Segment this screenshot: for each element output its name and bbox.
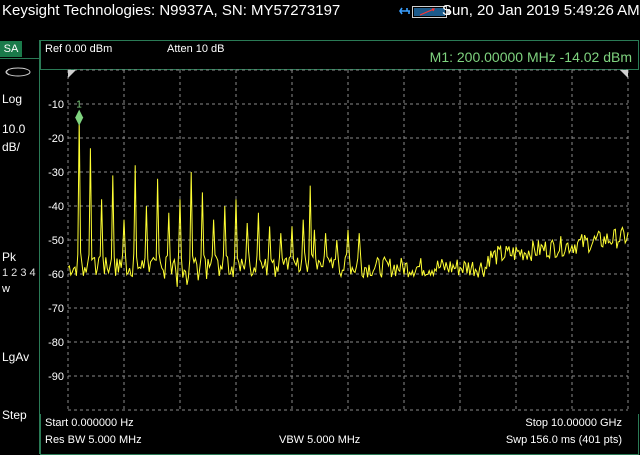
- battery-icon: [412, 6, 450, 18]
- clock: Sun, 20 Jan 2019 5:49:26 AM: [442, 2, 640, 19]
- y-tick-label: -60: [48, 269, 64, 281]
- y-tick-label: -30: [48, 167, 64, 179]
- average-mode: LgAv: [2, 350, 30, 364]
- trace-numbers: 1 2 3 4: [2, 267, 36, 279]
- measurement-header: Ref 0.00 dBm Atten 10 dB M1: 200.00000 M…: [40, 40, 639, 70]
- left-edge-marker-icon: [68, 70, 76, 78]
- marker-1-diamond-icon: [75, 109, 84, 126]
- spectrum-plot[interactable]: -10 -20 -30 -40 -50 -60 -70 -80 -90 1: [40, 68, 637, 414]
- title-bar: Keysight Technologies: N9937A, SN: MY572…: [0, 0, 640, 22]
- attenuation[interactable]: Atten 10 dB: [167, 43, 225, 55]
- right-edge-marker-icon: [620, 70, 628, 78]
- stop-frequency[interactable]: Stop 10.00000 GHz: [525, 417, 622, 429]
- step-label[interactable]: Step: [2, 408, 27, 422]
- spectrum-trace: [67, 117, 629, 287]
- sweep-time[interactable]: Swp 156.0 ms (401 pts): [505, 434, 622, 446]
- marker-readout: M1: 200.00000 MHz -14.02 dBm: [429, 49, 632, 65]
- y-tick-label: -10: [48, 99, 64, 111]
- reference-level[interactable]: Ref 0.00 dBm: [45, 43, 113, 55]
- sweep-indicator-icon: [5, 67, 31, 77]
- left-sidebar: SA Log 10.0 dB/ Pk 1 2 3 4 w LgAv Step: [0, 40, 39, 454]
- scale-unit: dB/: [2, 140, 21, 154]
- y-tick-label: -20: [48, 133, 64, 145]
- scale-type: Log: [2, 92, 23, 106]
- mode-tab-sa[interactable]: SA: [0, 41, 22, 57]
- y-tick-label: -70: [48, 303, 64, 315]
- y-tick-label: -90: [48, 371, 64, 383]
- measurement-footer: Start 0.000000 Hz Stop 10.00000 GHz Res …: [40, 414, 639, 455]
- sidebar-divider: [0, 58, 39, 59]
- instrument-title: Keysight Technologies: N9937A, SN: MY572…: [2, 2, 341, 19]
- marker-1-label: 1: [76, 100, 82, 111]
- y-tick-label: -50: [48, 235, 64, 247]
- scale-value: 10.0: [2, 122, 26, 136]
- trace-state: w: [2, 283, 10, 295]
- sidebar-border: [39, 40, 40, 454]
- video-bandwidth[interactable]: VBW 5.000 MHz: [279, 434, 361, 446]
- detector-mode: Pk: [2, 250, 17, 264]
- usb-icon: [399, 7, 410, 15]
- y-tick-label: -40: [48, 201, 64, 213]
- resolution-bandwidth[interactable]: Res BW 5.000 MHz: [45, 434, 142, 446]
- y-tick-label: -80: [48, 337, 64, 349]
- start-frequency[interactable]: Start 0.000000 Hz: [45, 417, 134, 429]
